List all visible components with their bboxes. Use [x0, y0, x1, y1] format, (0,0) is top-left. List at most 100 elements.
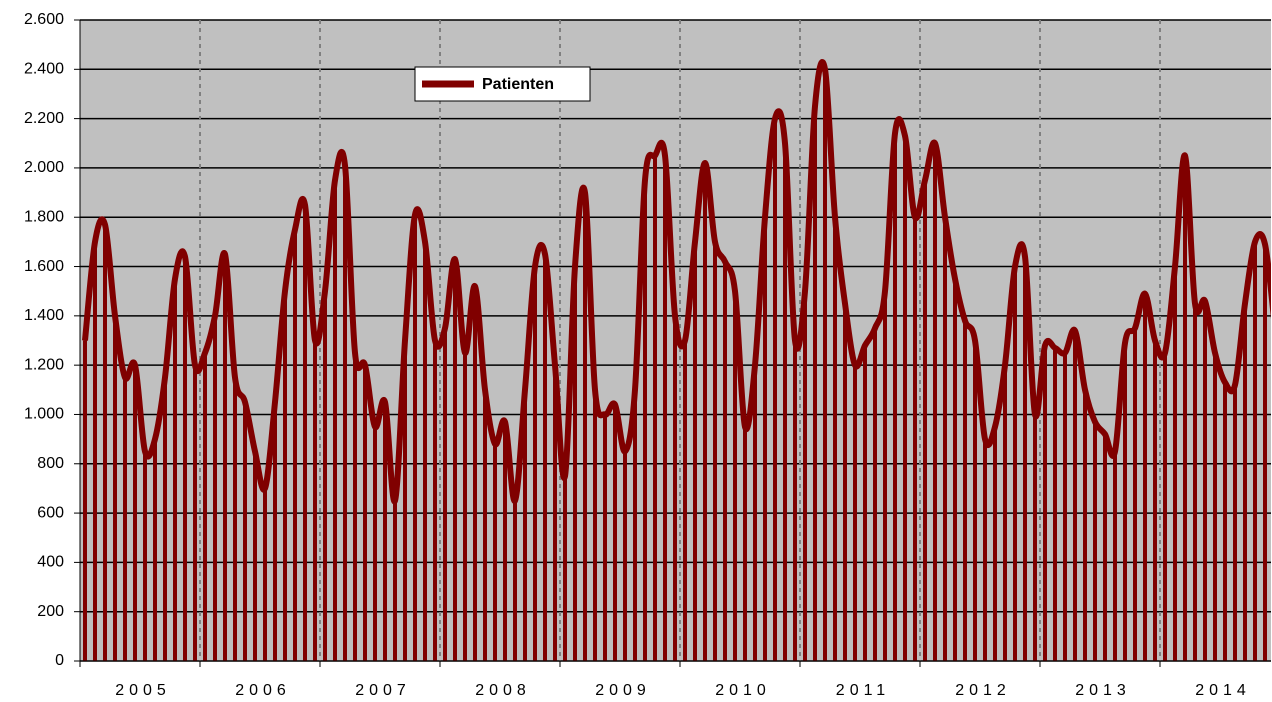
- bar: [763, 217, 767, 661]
- y-tick-label: 200: [37, 603, 64, 620]
- bar: [1063, 352, 1067, 661]
- bar: [1123, 342, 1127, 661]
- y-tick-label: 1.800: [24, 208, 64, 225]
- bar: [1013, 266, 1017, 661]
- bar: [813, 106, 817, 662]
- x-tick-label: 2005: [115, 682, 171, 699]
- bar: [1093, 421, 1097, 661]
- bar: [1113, 451, 1117, 661]
- bar: [743, 426, 747, 661]
- bar: [613, 404, 617, 661]
- bar: [773, 118, 777, 662]
- bar: [1043, 345, 1047, 661]
- bar: [253, 451, 257, 661]
- bar: [583, 192, 587, 662]
- bar: [883, 291, 887, 661]
- y-tick-label: 0: [55, 652, 64, 669]
- bar: [983, 439, 987, 661]
- bar: [1163, 352, 1167, 661]
- bar: [433, 340, 437, 661]
- bar: [1103, 434, 1107, 661]
- bar: [203, 352, 207, 661]
- x-tick-label: 2006: [235, 682, 291, 699]
- bar: [633, 389, 637, 661]
- bar: [323, 291, 327, 661]
- bar: [833, 217, 837, 661]
- bar: [863, 345, 867, 661]
- bar: [1053, 347, 1057, 661]
- bar: [753, 365, 757, 661]
- bar: [573, 266, 577, 661]
- y-tick-label: 2.600: [24, 11, 64, 28]
- bar: [1003, 365, 1007, 661]
- bar: [463, 352, 467, 661]
- bar: [343, 165, 347, 661]
- bar: [453, 259, 457, 661]
- bar: [1213, 352, 1217, 661]
- bar: [1183, 155, 1187, 661]
- bar: [173, 278, 177, 661]
- bar: [293, 229, 297, 662]
- legend: Patienten: [414, 66, 591, 102]
- line: [82, 59, 1271, 505]
- x-tick-label: 2007: [355, 682, 411, 699]
- bar: [113, 315, 117, 661]
- bar: [133, 365, 137, 661]
- bar: [1173, 266, 1177, 661]
- bar: [543, 254, 547, 661]
- bar: [713, 241, 717, 661]
- bar: [643, 180, 647, 661]
- bar: [1223, 382, 1227, 661]
- x-tick-label: 2012: [955, 682, 1011, 699]
- bar: [553, 365, 557, 661]
- bar: [733, 291, 737, 661]
- bar: [683, 340, 687, 661]
- y-tick-label: 2.400: [24, 61, 64, 78]
- bar: [223, 254, 227, 661]
- bar: [303, 204, 307, 661]
- bar: [933, 143, 937, 661]
- bar: [703, 162, 707, 661]
- bar: [1143, 293, 1147, 661]
- legend-label: Patienten: [482, 76, 554, 93]
- bar: [123, 377, 127, 661]
- bar: [663, 155, 667, 661]
- y-tick-label: 800: [37, 455, 64, 472]
- bar: [783, 143, 787, 661]
- bar: [873, 328, 877, 661]
- bar: [1073, 330, 1077, 661]
- bar: [243, 402, 247, 661]
- y-tick-label: 1.200: [24, 356, 64, 373]
- bar: [393, 500, 397, 661]
- bar: [1253, 241, 1257, 661]
- bar: [353, 352, 357, 661]
- bar: [903, 135, 907, 662]
- bar: [503, 421, 507, 661]
- bar: [403, 340, 407, 661]
- y-tick-label: 2.000: [24, 159, 64, 176]
- bar: [1203, 301, 1207, 661]
- bar: [953, 278, 957, 661]
- bar: [423, 241, 427, 661]
- x-tick-label: 2011: [836, 682, 890, 699]
- y-tick-label: 1.400: [24, 307, 64, 324]
- bar: [183, 256, 187, 661]
- bar: [443, 328, 447, 661]
- bar: [1193, 303, 1197, 661]
- bar: [233, 377, 237, 661]
- bar: [563, 476, 567, 661]
- bar: [1233, 384, 1237, 661]
- bar: [413, 214, 417, 661]
- bar: [823, 69, 827, 662]
- bar: [193, 365, 197, 661]
- bar: [843, 303, 847, 661]
- bar: [373, 426, 377, 661]
- bar: [943, 217, 947, 661]
- bar: [593, 389, 597, 661]
- bar: [1153, 340, 1157, 661]
- bar: [383, 402, 387, 661]
- bar: [103, 224, 107, 661]
- bar: [673, 315, 677, 661]
- x-tick-label: 2010: [715, 682, 771, 699]
